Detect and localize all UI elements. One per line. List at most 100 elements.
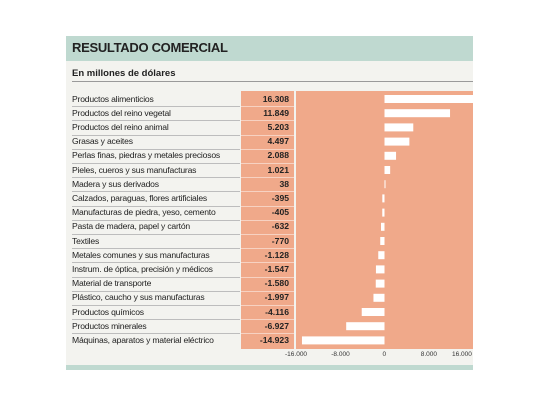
row-divider <box>72 319 240 321</box>
row-divider <box>72 205 240 207</box>
row-divider <box>72 219 240 221</box>
row-divider <box>72 177 240 179</box>
bar <box>384 137 410 146</box>
value-label: 11.849 <box>263 107 289 118</box>
value-label: 2.088 <box>267 150 289 161</box>
value-divider <box>241 134 294 136</box>
value-divider <box>241 106 294 108</box>
bar <box>301 336 385 345</box>
category-label: Pieles, cueros y sus manufacturas <box>72 164 197 175</box>
category-label: Productos minerales <box>72 320 147 331</box>
row-divider <box>72 333 240 335</box>
x-tick-label: 8.000 <box>420 351 438 358</box>
x-tick-label: 0 <box>382 351 387 358</box>
bar <box>346 322 385 331</box>
value-label: -1.547 <box>264 263 289 274</box>
row-divider <box>72 276 240 278</box>
value-divider <box>241 290 294 292</box>
value-label: -1.580 <box>264 278 289 289</box>
bar <box>382 208 385 217</box>
value-label: -770 <box>271 235 289 246</box>
bar <box>361 308 385 316</box>
bar <box>384 95 473 103</box>
title-bar: RESULTADO COMERCIAL <box>66 36 473 61</box>
subtitle-divider <box>72 81 473 82</box>
value-label: -395 <box>271 192 289 203</box>
value-label: 38 <box>279 178 289 189</box>
bar <box>378 251 385 260</box>
category-label: Productos del reino vegetal <box>72 107 171 118</box>
row-divider <box>72 248 240 250</box>
row-divider <box>72 234 240 235</box>
row-divider <box>72 163 240 164</box>
row-divider <box>72 290 240 292</box>
value-divider <box>241 276 294 278</box>
row-divider <box>72 191 240 193</box>
bar <box>382 194 385 203</box>
plot-area <box>296 91 473 349</box>
category-label: Calzados, paraguas, flores artificiales <box>72 192 208 203</box>
bar <box>375 265 385 274</box>
row-divider <box>72 305 240 306</box>
value-label: -405 <box>271 207 289 218</box>
value-divider <box>241 191 294 193</box>
value-label: -1.997 <box>264 292 289 303</box>
value-divider <box>241 333 294 335</box>
value-divider <box>241 177 294 179</box>
bar <box>384 151 397 160</box>
value-divider <box>241 205 294 207</box>
category-label: Plástico, caucho y sus manufacturas <box>72 292 205 303</box>
category-label: Productos alimenticios <box>72 93 154 104</box>
row-divider <box>72 262 240 264</box>
value-divider <box>241 148 294 150</box>
chart-panel: RESULTADO COMERCIAL En millones de dólar… <box>66 36 473 370</box>
chart-subtitle: En millones de dólares <box>72 68 176 79</box>
value-label: -14.923 <box>259 334 289 345</box>
value-label: 16.308 <box>262 93 289 104</box>
category-label: Grasas y aceites <box>72 136 133 147</box>
value-divider <box>241 163 294 164</box>
row-divider <box>72 106 240 108</box>
category-label: Material de transporte <box>72 278 152 289</box>
bar <box>375 279 385 288</box>
value-divider <box>241 219 294 221</box>
category-label: Perlas finas, piedras y metales precioso… <box>72 150 220 161</box>
value-label: -632 <box>271 221 289 232</box>
value-divider <box>241 319 294 321</box>
x-tick-label: -8.000 <box>331 351 350 358</box>
value-label: 5.203 <box>267 121 289 132</box>
bar <box>384 109 451 118</box>
x-tick-label: -16.000 <box>285 351 308 358</box>
value-label: -4.116 <box>265 306 289 317</box>
bar <box>384 166 391 174</box>
category-label: Manufacturas de piedra, yeso, cemento <box>72 207 216 218</box>
bottom-band <box>66 365 473 370</box>
value-divider <box>241 234 294 235</box>
value-divider <box>241 305 294 306</box>
row-divider <box>72 148 240 150</box>
bar-chart <box>301 95 473 345</box>
category-label: Máquinas, aparatos y material eléctrico <box>72 334 214 345</box>
value-label: -6.927 <box>264 320 289 331</box>
value-divider <box>241 248 294 250</box>
category-label: Productos químicos <box>72 306 144 317</box>
category-label: Instrum. de óptica, precisión y médicos <box>72 263 213 274</box>
row-divider <box>72 120 240 122</box>
value-divider <box>241 262 294 264</box>
value-divider <box>241 120 294 122</box>
category-label: Textiles <box>72 235 100 246</box>
value-label: 1.021 <box>267 164 289 175</box>
bar <box>384 180 386 189</box>
value-label: -1.128 <box>264 249 289 260</box>
bar <box>384 123 414 132</box>
chart-title: RESULTADO COMERCIAL <box>72 40 228 55</box>
category-label: Madera y sus derivados <box>72 178 159 189</box>
bar <box>381 222 385 231</box>
bar <box>380 237 385 245</box>
value-label: 4.497 <box>267 136 289 147</box>
bar <box>373 293 385 302</box>
category-label: Pasta de madera, papel y cartón <box>72 221 191 232</box>
x-tick-label: 16.000 <box>452 351 472 358</box>
row-divider <box>72 134 240 136</box>
category-label: Metales comunes y sus manufacturas <box>72 249 210 260</box>
